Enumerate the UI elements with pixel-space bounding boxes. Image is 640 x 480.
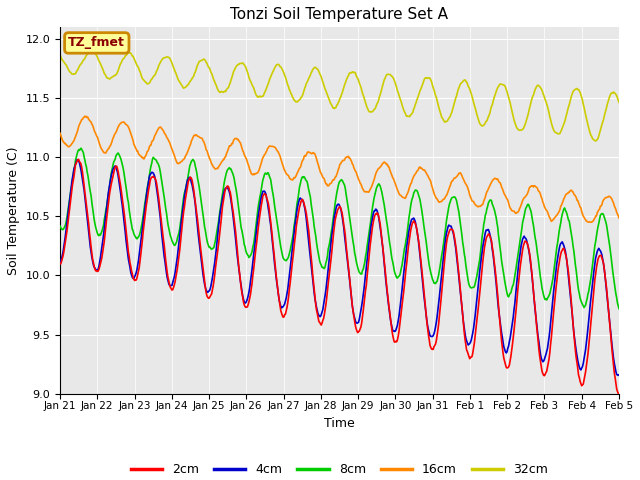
Title: Tonzi Soil Temperature Set A: Tonzi Soil Temperature Set A — [230, 7, 449, 22]
Text: TZ_fmet: TZ_fmet — [68, 36, 125, 49]
X-axis label: Time: Time — [324, 417, 355, 430]
Y-axis label: Soil Temperature (C): Soil Temperature (C) — [7, 146, 20, 275]
Legend: 2cm, 4cm, 8cm, 16cm, 32cm: 2cm, 4cm, 8cm, 16cm, 32cm — [126, 458, 553, 480]
